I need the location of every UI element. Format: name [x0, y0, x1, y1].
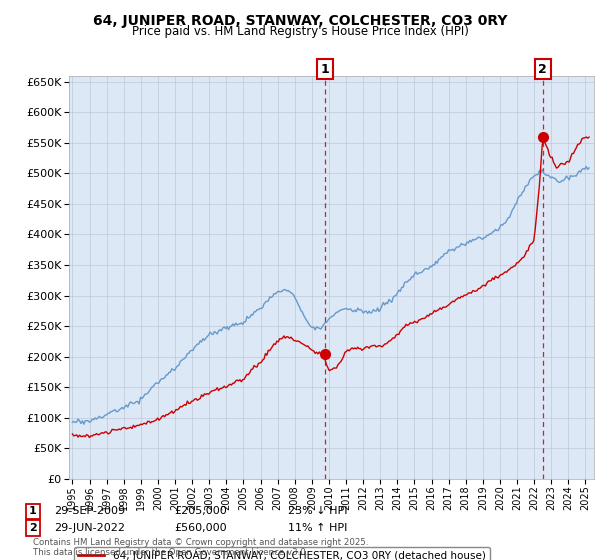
- Text: Contains HM Land Registry data © Crown copyright and database right 2025.
This d: Contains HM Land Registry data © Crown c…: [33, 538, 368, 557]
- Text: 29-JUN-2022: 29-JUN-2022: [54, 523, 125, 533]
- Text: 2: 2: [538, 63, 547, 76]
- Text: 29-SEP-2009: 29-SEP-2009: [54, 506, 125, 516]
- Legend: 64, JUNIPER ROAD, STANWAY, COLCHESTER, CO3 0RY (detached house), HPI: Average pr: 64, JUNIPER ROAD, STANWAY, COLCHESTER, C…: [74, 547, 490, 560]
- Text: 23% ↓ HPI: 23% ↓ HPI: [288, 506, 347, 516]
- Text: Price paid vs. HM Land Registry's House Price Index (HPI): Price paid vs. HM Land Registry's House …: [131, 25, 469, 38]
- Text: 11% ↑ HPI: 11% ↑ HPI: [288, 523, 347, 533]
- Text: 2: 2: [29, 523, 37, 533]
- Text: £560,000: £560,000: [174, 523, 227, 533]
- Text: £205,000: £205,000: [174, 506, 227, 516]
- Text: 64, JUNIPER ROAD, STANWAY, COLCHESTER, CO3 0RY: 64, JUNIPER ROAD, STANWAY, COLCHESTER, C…: [93, 14, 507, 28]
- Text: 1: 1: [320, 63, 329, 76]
- Text: 1: 1: [29, 506, 37, 516]
